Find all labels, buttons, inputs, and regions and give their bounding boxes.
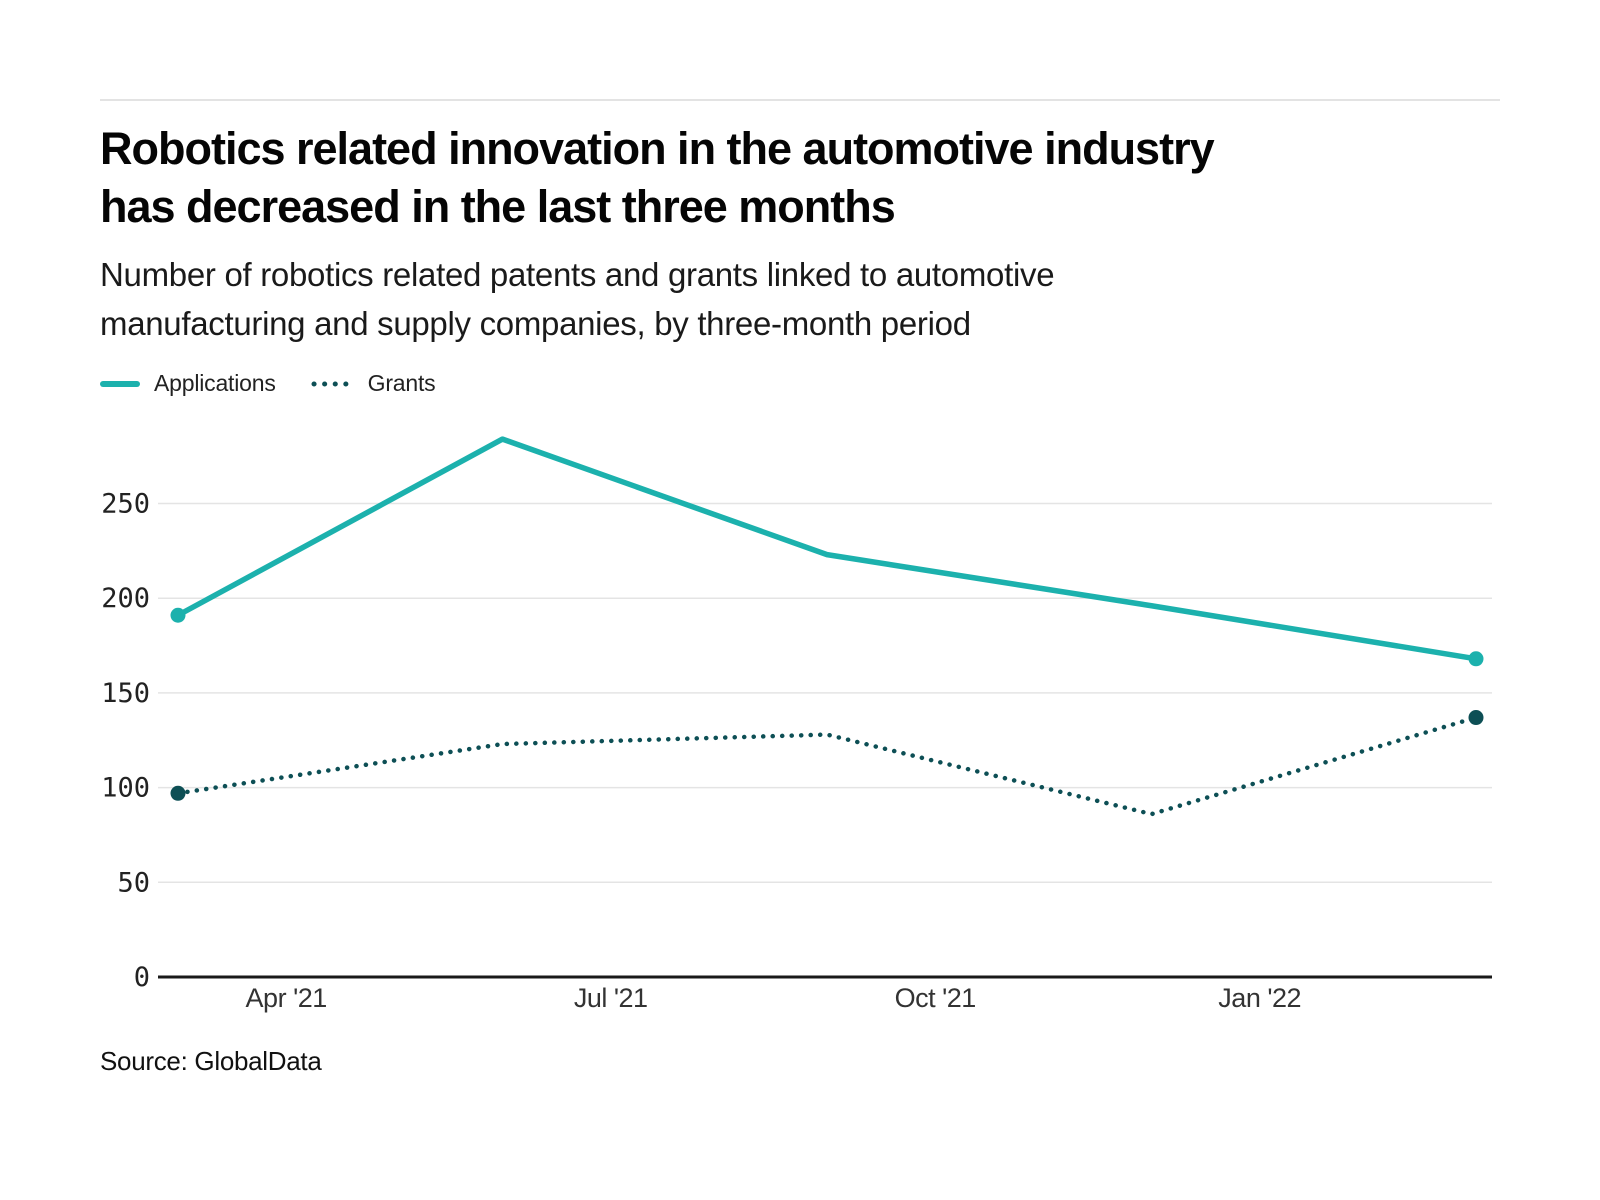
x-axis-tick-label: Jul '21 xyxy=(574,983,648,1013)
legend-item-grants: Grants xyxy=(310,370,436,397)
y-axis-tick-label: 250 xyxy=(101,489,150,520)
chart-subtitle-line1: Number of robotics related patents and g… xyxy=(100,256,1055,293)
x-axis-tick-label: Jan '22 xyxy=(1218,983,1301,1013)
x-axis-tick-label: Oct '21 xyxy=(895,983,976,1013)
y-axis-tick-label: 100 xyxy=(101,773,150,804)
grants-dotted-line-swatch-icon xyxy=(311,381,354,386)
chart-title: Robotics related innovation in the autom… xyxy=(100,120,1500,236)
legend-label-applications: Applications xyxy=(154,370,276,396)
chart-subtitle-line2: manufacturing and supply companies, by t… xyxy=(100,305,971,342)
y-axis-tick-label: 200 xyxy=(101,583,150,614)
legend-item-applications: Applications xyxy=(100,370,276,397)
grants-endpoint-dot xyxy=(1468,710,1484,726)
top-divider xyxy=(100,99,1500,101)
chart-legend: Applications Grants xyxy=(100,370,436,397)
chart-title-line2: has decreased in the last three months xyxy=(100,181,896,232)
grants-endpoint-dot xyxy=(170,785,186,801)
applications-endpoint-dot xyxy=(1468,651,1484,667)
source-note: Source: GlobalData xyxy=(100,1046,322,1076)
applications-solid-line-swatch-icon xyxy=(100,380,140,387)
y-axis-tick-label: 50 xyxy=(117,867,150,898)
chart-title-line1: Robotics related innovation in the autom… xyxy=(100,123,1215,174)
chart-subtitle: Number of robotics related patents and g… xyxy=(100,250,1500,348)
x-axis-tick-label: Apr '21 xyxy=(246,983,327,1013)
y-axis-tick-label: 0 xyxy=(134,962,150,993)
y-axis-tick-label: 150 xyxy=(101,678,150,709)
grants-line xyxy=(175,715,1479,817)
applications-endpoint-dot xyxy=(170,607,186,623)
applications-line xyxy=(175,436,1479,662)
legend-label-grants: Grants xyxy=(367,370,436,396)
